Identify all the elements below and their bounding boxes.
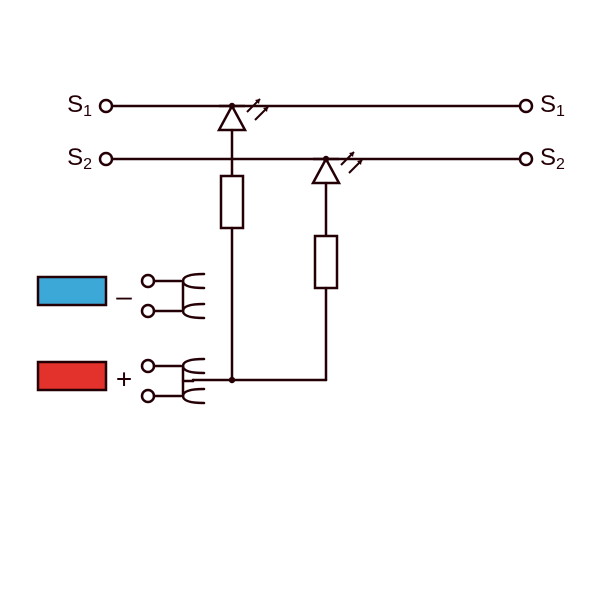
plus-bracket-bot: [183, 389, 204, 403]
plus-color-box: [38, 362, 106, 390]
minus-sign: –: [116, 280, 132, 311]
plus-sign: +: [116, 363, 132, 394]
resistor-2: [315, 236, 337, 288]
s1-left-terminal: [100, 100, 112, 112]
resistor-1: [221, 176, 243, 228]
led-2: [313, 152, 362, 183]
minus-color-box: [38, 277, 106, 305]
minus-bracket-bot: [183, 304, 204, 318]
s1-right-terminal: [520, 100, 532, 112]
minus-bracket-top: [183, 274, 204, 288]
minus-terminal-2: [142, 305, 154, 317]
plus-terminal-1: [142, 360, 154, 372]
plus-bracket-top: [183, 359, 204, 373]
s2-right-terminal: [520, 153, 532, 165]
s2-right-label: S2: [540, 144, 565, 173]
circuit-diagram: S1 S1 S2 S2 – +: [0, 0, 600, 600]
s1-left-label: S1: [67, 91, 92, 120]
s2-left-label: S2: [67, 144, 92, 173]
minus-terminal-1: [142, 275, 154, 287]
plus-junction: [229, 377, 235, 383]
s2-left-terminal: [100, 153, 112, 165]
s1-right-label: S1: [540, 91, 565, 120]
plus-terminal-2: [142, 390, 154, 402]
led-1: [219, 99, 268, 130]
